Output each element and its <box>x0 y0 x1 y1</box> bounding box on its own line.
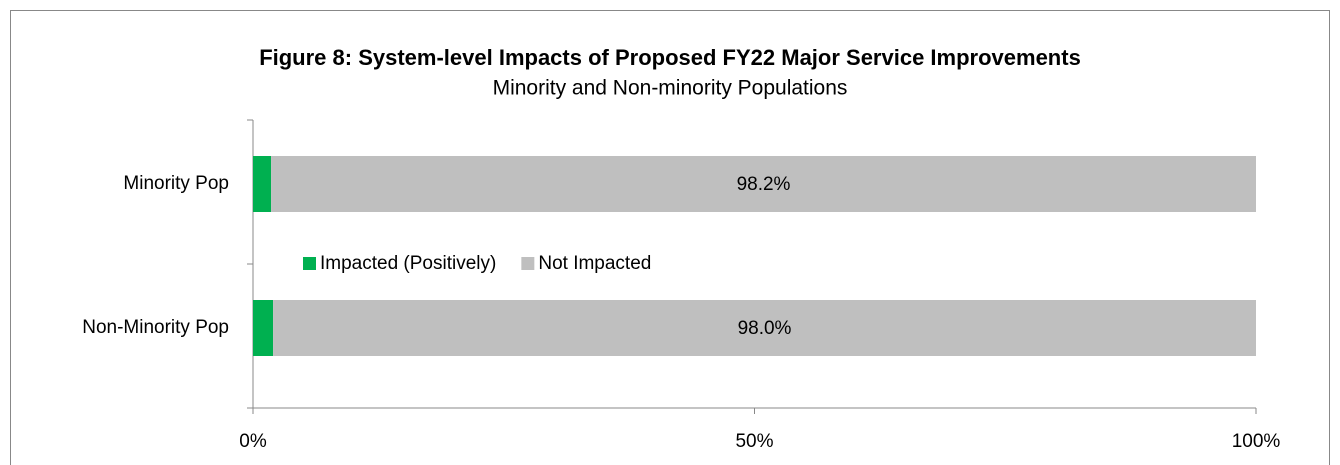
legend-label: Impacted (Positively) <box>320 253 496 274</box>
data-label: 98.0% <box>738 318 792 339</box>
data-label: 98.2% <box>737 174 791 195</box>
y-tick-label: Minority Pop <box>123 173 229 194</box>
chart-subtitle: Minority and Non-minority Populations <box>493 77 848 100</box>
y-tick-label: Non-Minority Pop <box>82 317 229 338</box>
x-tick-label: 100% <box>1232 431 1281 452</box>
bar-segment <box>253 300 274 356</box>
legend-swatch <box>521 257 535 270</box>
chart-title: Figure 8: System-level Impacts of Propos… <box>259 45 1081 70</box>
chart-border <box>10 10 1330 465</box>
bar-segment <box>271 156 1257 212</box>
legend-label: Not Impacted <box>538 253 651 274</box>
bar-segment <box>273 300 1256 356</box>
x-tick-label: 50% <box>735 431 773 452</box>
legend-swatch <box>303 257 316 270</box>
x-tick-label: 0% <box>239 431 267 452</box>
bar-segment <box>253 156 272 212</box>
